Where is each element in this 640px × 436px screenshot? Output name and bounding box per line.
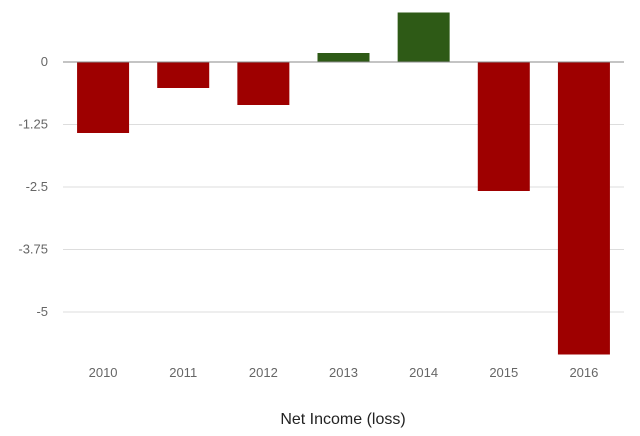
bars	[77, 12, 610, 355]
bar-2010	[77, 62, 130, 133]
x-tick-label: 2012	[249, 365, 278, 380]
y-axis-ticks: 0 -1.25 -2.5 -3.75 -5	[18, 54, 48, 319]
x-tick-label: 2014	[409, 365, 438, 380]
y-tick-label: -1.25	[18, 117, 48, 132]
x-tick-label: 2016	[569, 365, 598, 380]
y-tick-label: -2.5	[26, 179, 48, 194]
bar-2012	[237, 62, 290, 105]
bar-2014	[397, 12, 450, 62]
x-tick-label: 2010	[89, 365, 118, 380]
y-tick-label: -3.75	[18, 242, 48, 257]
x-tick-label: 2015	[489, 365, 518, 380]
x-tick-label: 2013	[329, 365, 358, 380]
y-tick-label: 0	[41, 54, 48, 69]
bar-2011	[157, 62, 210, 88]
bar-2015	[477, 62, 530, 191]
x-tick-label: 2011	[169, 365, 197, 380]
bar-2013	[317, 53, 370, 62]
y-tick-label: -5	[36, 304, 48, 319]
bar-2016	[557, 62, 610, 355]
x-axis-ticks: 2010 2011 2012 2013 2014 2015 2016	[89, 365, 599, 380]
gridlines	[63, 124, 624, 313]
x-axis-label: Net Income (loss)	[280, 411, 405, 428]
